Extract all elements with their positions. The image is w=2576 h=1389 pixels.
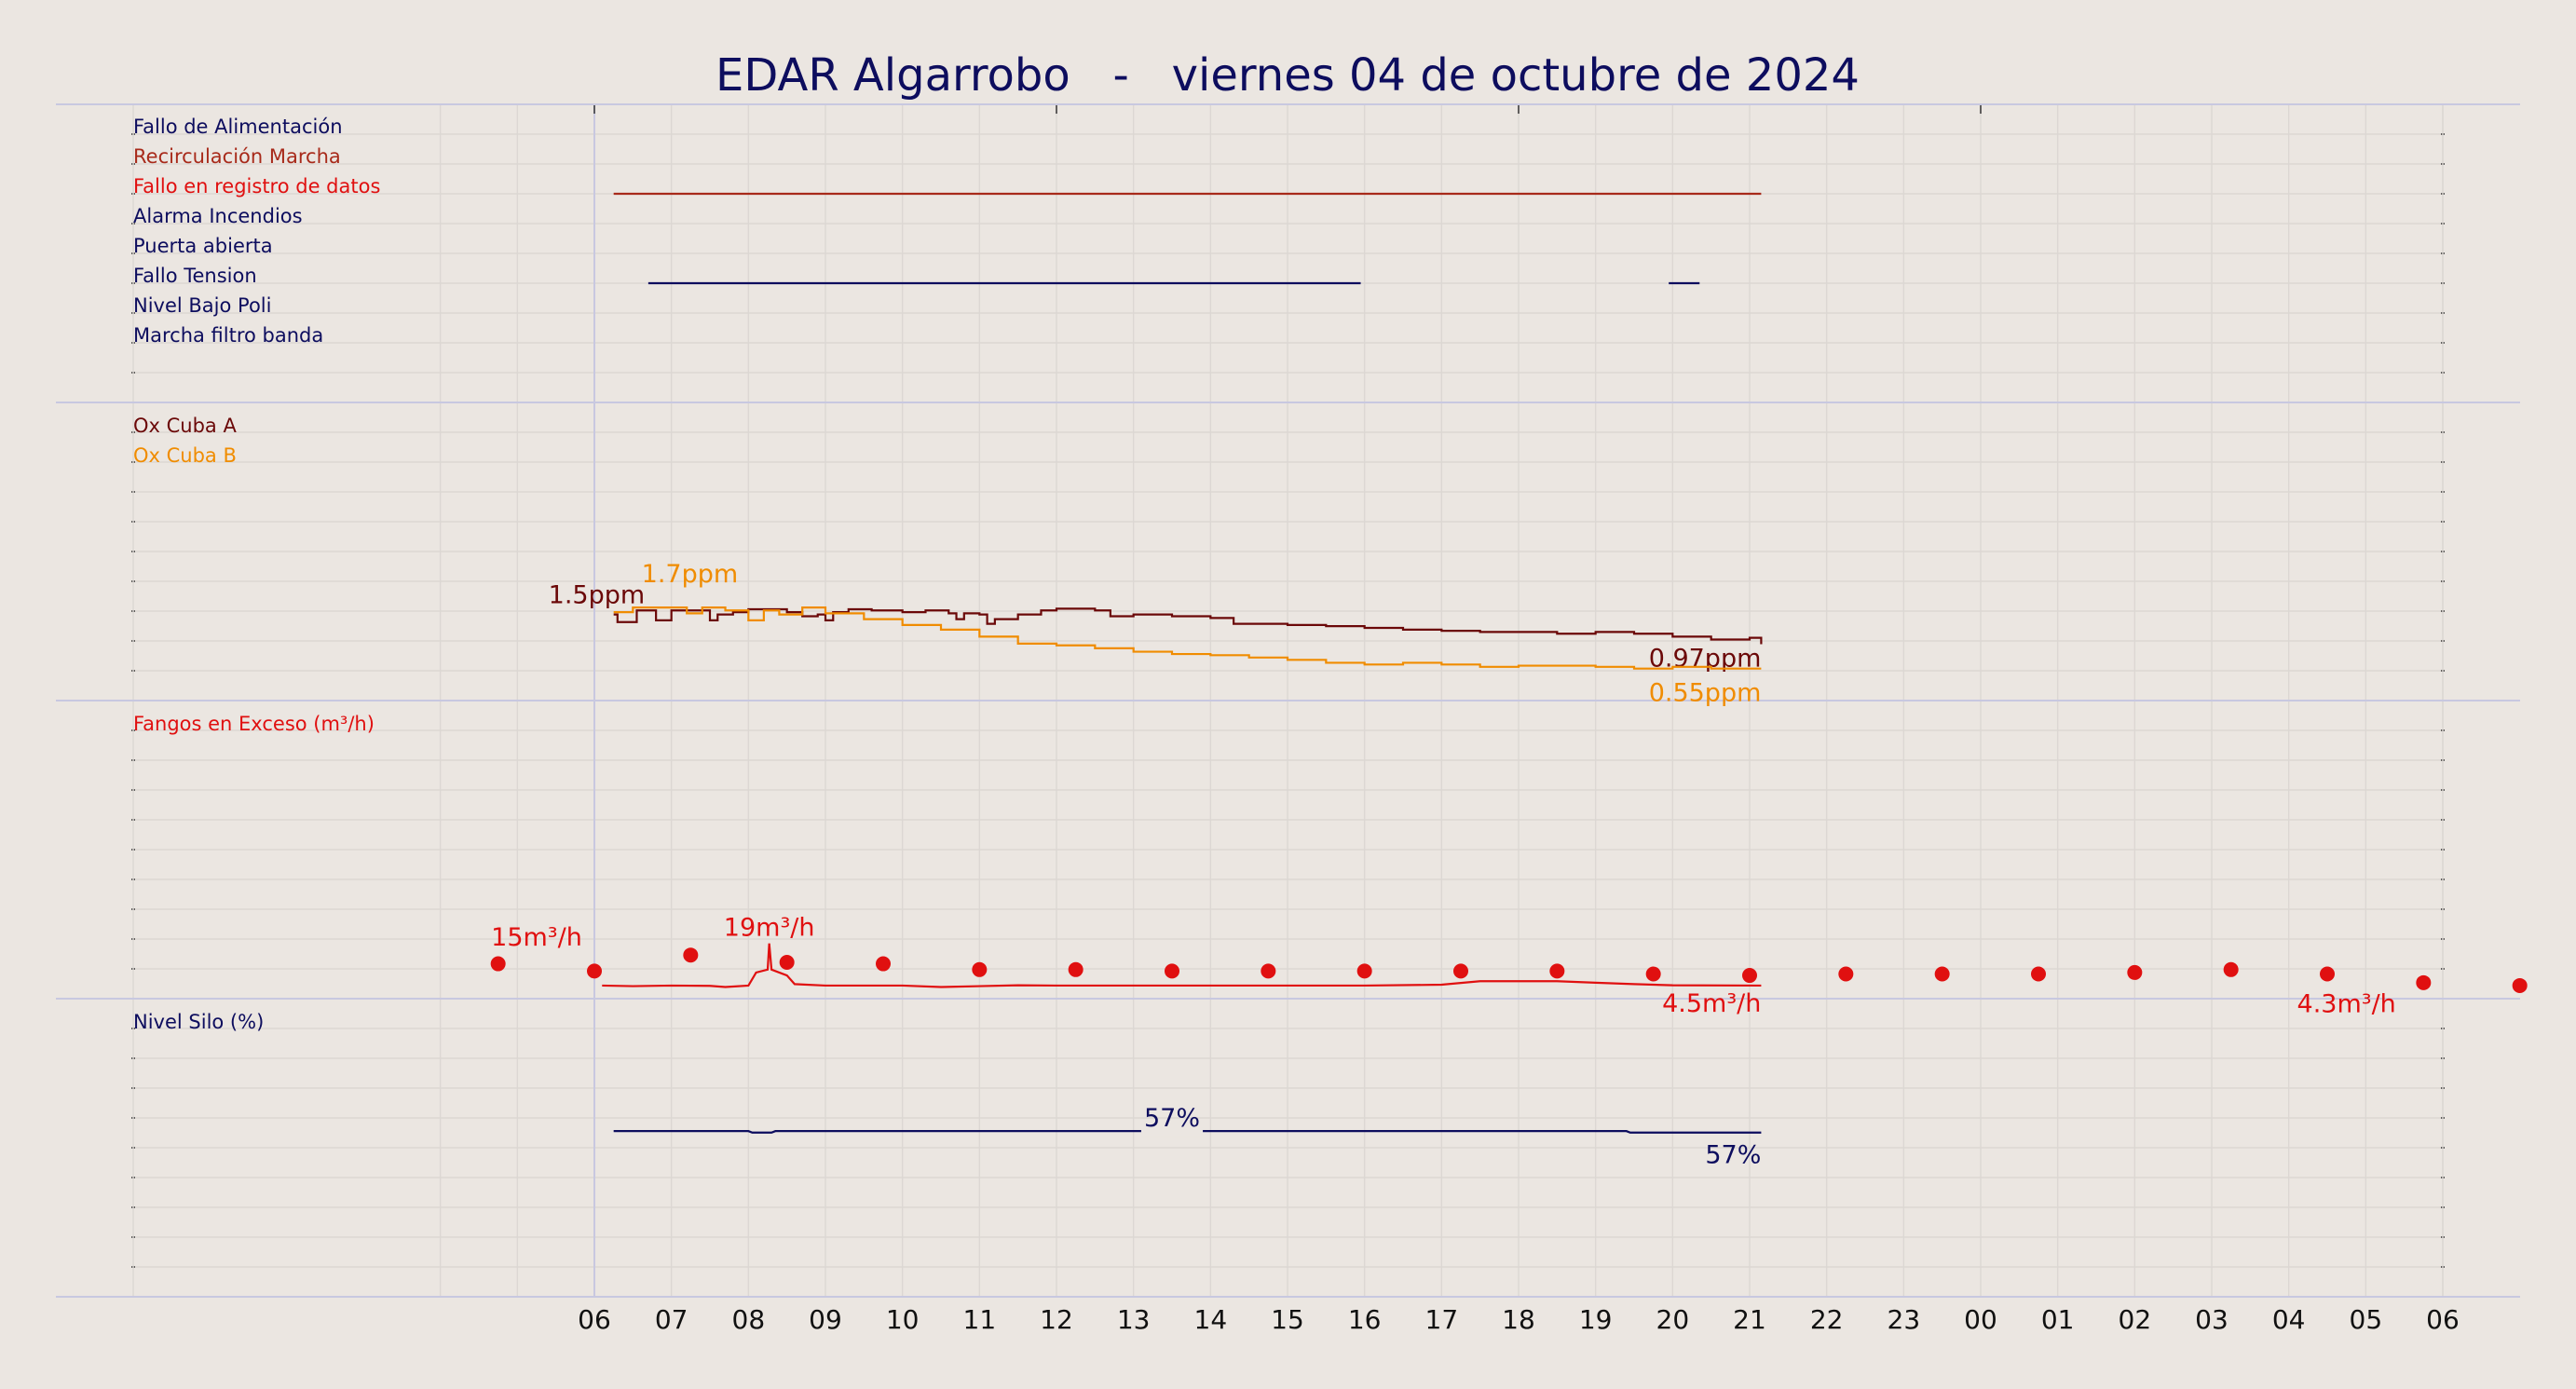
x-tick-label: 07: [655, 1304, 688, 1335]
scatter-point: [1356, 963, 1372, 979]
scatter-point: [2127, 964, 2143, 980]
scatter-point: [876, 956, 891, 972]
x-tick-label: 06: [578, 1304, 611, 1335]
series-legend-label: Nivel Silo (%): [133, 1011, 264, 1033]
value-label: 57%: [1705, 1141, 1761, 1170]
x-tick-label: 04: [2272, 1304, 2306, 1335]
x-tick-label: 21: [1733, 1304, 1766, 1335]
scatter-point: [1549, 963, 1565, 979]
grid-layer: [56, 103, 2520, 1298]
series-legend-label: Fangos en Exceso (m³/h): [133, 713, 375, 735]
scatter-point: [1742, 968, 1757, 984]
scatter-point: [2031, 966, 2046, 982]
x-tick-label: 00: [1964, 1304, 1997, 1335]
x-tick-label: 14: [1194, 1304, 1228, 1335]
value-label: 4.3m³/h: [2297, 990, 2396, 1019]
x-tick-label: 01: [2041, 1304, 2075, 1335]
scatter-point: [1453, 963, 1468, 979]
scatter-point: [1838, 966, 1854, 982]
scatter-point: [490, 956, 506, 972]
scatter-point: [1934, 966, 1950, 982]
value-label: 1.7ppm: [642, 560, 739, 589]
scatter-point: [1645, 966, 1661, 982]
scatter-point: [587, 963, 602, 979]
chart-title: EDAR Algarrobo - viernes 04 de octubre d…: [716, 49, 1860, 102]
signal-label: Fallo Tension: [133, 265, 257, 287]
x-tick-label: 03: [2195, 1304, 2228, 1335]
x-tick-label: 06: [2426, 1304, 2460, 1335]
x-tick-label: 16: [1348, 1304, 1382, 1335]
x-tick-label: 17: [1425, 1304, 1459, 1335]
signal-label: Marcha filtro banda: [133, 324, 323, 347]
x-tick-label: 18: [1502, 1304, 1535, 1335]
scatter-point: [1261, 963, 1276, 979]
x-tick-label: 22: [1810, 1304, 1844, 1335]
scatter-point: [2512, 977, 2528, 993]
x-tick-label: 09: [809, 1304, 842, 1335]
x-tick-label: 05: [2350, 1304, 2383, 1335]
value-label: 1.5ppm: [549, 581, 646, 610]
value-label: 4.5m³/h: [1662, 989, 1761, 1018]
value-label: 15m³/h: [491, 923, 582, 952]
scatter-point: [2416, 974, 2432, 990]
signal-label: Recirculación Marcha: [133, 145, 341, 168]
x-axis: 06 07 08 09 10 11 12 13 14 15 16 17 18 19 20 21 22 23 00 01…: [578, 1304, 2460, 1335]
scatter-point: [1068, 961, 1084, 977]
x-tick-label: 19: [1579, 1304, 1613, 1335]
series-line: [602, 943, 1762, 988]
x-tick-label: 10: [886, 1304, 920, 1335]
x-tick-label: 23: [1888, 1304, 1921, 1335]
signal-label: Fallo en registro de datos: [133, 175, 380, 197]
label-gap: [1140, 1125, 1204, 1137]
series-line: [613, 607, 1763, 645]
signal-label: Alarma Incendios: [133, 205, 303, 227]
x-tick-label: 15: [1271, 1304, 1304, 1335]
x-tick-label: 12: [1040, 1304, 1073, 1335]
value-label: 57%: [1144, 1104, 1200, 1133]
scatter-point: [972, 961, 988, 977]
scatter-point: [2320, 966, 2335, 982]
signal-label: Puerta abierta: [133, 235, 273, 257]
series-legend-label: Ox Cuba A: [133, 415, 237, 437]
scatter-point: [1165, 963, 1179, 979]
x-tick-label: 13: [1117, 1304, 1151, 1335]
series-legend-label: Ox Cuba B: [133, 444, 237, 467]
scatter-point: [779, 955, 795, 970]
x-tick-label: 20: [1656, 1304, 1690, 1335]
scatter-point: [2223, 961, 2239, 977]
signal-label: Nivel Bajo Poli: [133, 294, 271, 317]
value-label: 19m³/h: [724, 914, 815, 943]
x-tick-label: 02: [2119, 1304, 2152, 1335]
signal-label: Fallo de Alimentación: [133, 116, 343, 138]
scatter-point: [683, 947, 699, 963]
panel-layer: Fallo de Alimentación Recirculación March…: [133, 116, 2528, 1170]
x-tick-label: 08: [732, 1304, 766, 1335]
series-line: [613, 606, 1762, 670]
value-label: 0.55ppm: [1649, 679, 1762, 708]
x-tick-label: 11: [963, 1304, 997, 1335]
series-line: [613, 1130, 1762, 1134]
